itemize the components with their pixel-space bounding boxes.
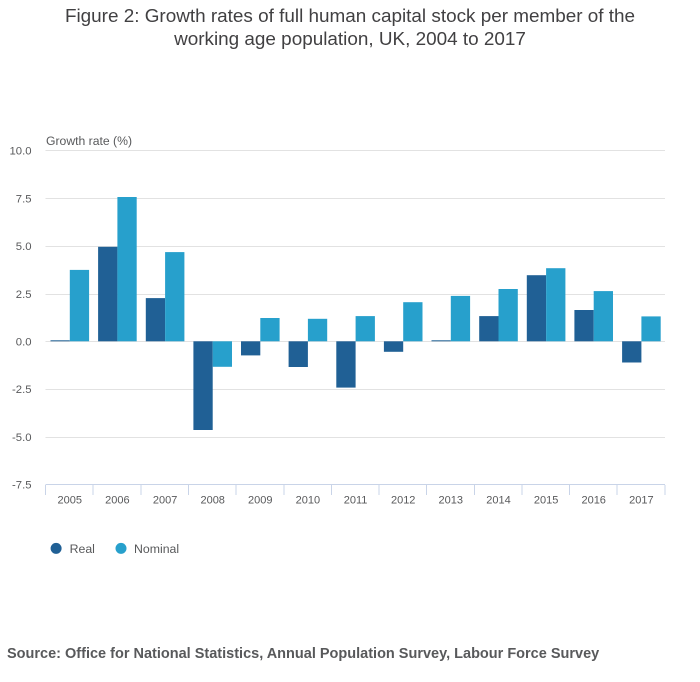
svg-text:2017: 2017 — [629, 494, 653, 506]
svg-text:10.0: 10.0 — [10, 146, 32, 158]
svg-text:2008: 2008 — [200, 494, 224, 506]
svg-text:2014: 2014 — [486, 494, 510, 506]
svg-text:2006: 2006 — [105, 494, 129, 506]
svg-text:Nominal: Nominal — [134, 542, 179, 556]
svg-text:7.5: 7.5 — [16, 193, 32, 205]
svg-text:-7.5: -7.5 — [12, 480, 31, 492]
svg-text:2015: 2015 — [534, 494, 558, 506]
svg-text:2005: 2005 — [58, 494, 82, 506]
svg-text:-2.5: -2.5 — [12, 384, 31, 396]
svg-text:0.0: 0.0 — [16, 337, 32, 349]
svg-text:2012: 2012 — [391, 494, 415, 506]
svg-text:2007: 2007 — [153, 494, 177, 506]
svg-text:2010: 2010 — [296, 494, 320, 506]
svg-text:2.5: 2.5 — [16, 289, 32, 301]
svg-text:Real: Real — [70, 542, 95, 556]
svg-text:-5.0: -5.0 — [12, 432, 31, 444]
svg-text:2011: 2011 — [344, 494, 368, 506]
svg-text:2016: 2016 — [581, 494, 605, 506]
svg-text:2013: 2013 — [439, 494, 463, 506]
svg-text:2009: 2009 — [248, 494, 272, 506]
svg-text:5.0: 5.0 — [16, 241, 32, 253]
